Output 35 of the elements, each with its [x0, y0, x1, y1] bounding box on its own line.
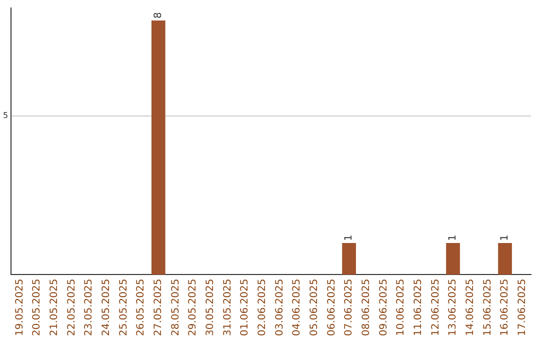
x-tick-label: 07.06.2025 [344, 278, 355, 336]
x-tick-label: 19.05.2025 [14, 278, 26, 336]
data-label: 1 [448, 234, 459, 241]
x-tick-label: 11.06.2025 [412, 278, 424, 336]
x-tick-label: 02.06.2025 [256, 278, 268, 336]
x-tick-label: 20.05.2025 [32, 278, 43, 336]
data-label: 1 [344, 234, 355, 241]
x-tick-label: 08.06.2025 [360, 278, 372, 336]
x-tick-label: 31.05.2025 [222, 278, 234, 336]
x-tick-label: 01.06.2025 [240, 278, 251, 336]
x-tick-label: 03.06.2025 [274, 278, 286, 336]
x-tick-label: 26.05.2025 [136, 278, 147, 336]
x-tick-label: 04.06.2025 [292, 278, 303, 336]
data-label: 8 [152, 12, 164, 19]
x-tick-label: 30.05.2025 [204, 278, 216, 336]
x-tick-label: 16.06.2025 [500, 278, 511, 336]
x-tick-label: 24.05.2025 [101, 278, 112, 336]
x-tick-label: 22.05.2025 [66, 278, 78, 336]
data-label: 1 [500, 234, 511, 241]
x-tick-label: 05.06.2025 [308, 278, 320, 336]
x-tick-label: 06.06.2025 [326, 278, 338, 336]
x-tick-label: 27.05.2025 [152, 278, 164, 336]
x-tick-label: 13.06.2025 [448, 278, 459, 336]
x-tick-label: 15.06.2025 [482, 278, 494, 336]
x-tick-label: 25.05.2025 [118, 278, 130, 336]
x-tick-label: 23.05.2025 [84, 278, 95, 336]
y-tick-label: 5 [2, 110, 8, 120]
x-tick-label: 17.06.2025 [516, 278, 528, 336]
x-tick-label: 28.05.2025 [170, 278, 182, 336]
x-tick-label: 10.06.2025 [396, 278, 407, 336]
x-tick-label: 09.06.2025 [378, 278, 390, 336]
x-tick-label: 21.05.2025 [49, 278, 60, 336]
x-tick-label: 29.05.2025 [188, 278, 199, 336]
x-tick-label: 12.06.2025 [430, 278, 442, 336]
x-tick-label: 14.06.2025 [464, 278, 476, 336]
